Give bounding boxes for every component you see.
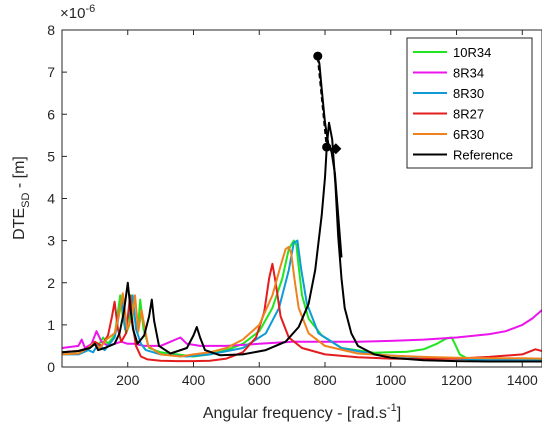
legend-label-0: 10R34 xyxy=(453,45,491,60)
series-lines xyxy=(61,57,542,363)
reference-jump-dashed xyxy=(316,57,328,148)
y-axis-label: DTESD - [m] xyxy=(11,156,32,240)
legend-label-2: 8R30 xyxy=(453,86,484,101)
x-axis-label: Angular frequency - [rad.s-1] xyxy=(203,402,401,422)
legend-label-5: Reference xyxy=(453,148,513,163)
y-tick-label-0: 0 xyxy=(47,359,55,375)
y-tick-label-8: 8 xyxy=(47,22,55,38)
x-tick-label-6: 1400 xyxy=(507,372,538,388)
y-tick-label-3: 3 xyxy=(47,233,55,249)
y-tick-label-6: 6 xyxy=(47,106,55,122)
x-tick-label-5: 1200 xyxy=(441,372,472,388)
y-tick-label-1: 1 xyxy=(47,317,55,333)
marker-circle-0 xyxy=(313,51,323,61)
legend: 10R34 8R34 8R30 8R27 6R30 Reference xyxy=(406,37,533,169)
axis-ticks: 200 400 600 800 1000 1200 1400 0 1 2 3 4 5 6 7 8 xyxy=(47,22,538,388)
x-tick-label-1: 400 xyxy=(182,372,206,388)
x-tick-label-0: 200 xyxy=(116,372,140,388)
y-tick-label-4: 4 xyxy=(47,191,55,207)
legend-label-1: 8R34 xyxy=(453,66,484,81)
legend-box xyxy=(406,37,533,169)
legend-label-3: 8R27 xyxy=(453,107,484,122)
y-tick-label-2: 2 xyxy=(47,275,55,291)
series-line-5 xyxy=(61,121,542,363)
y-exponent: ×10-6 xyxy=(60,3,95,22)
y-tick-label-7: 7 xyxy=(47,64,55,80)
marker-diamond-2 xyxy=(330,143,342,155)
series-markers xyxy=(313,51,342,155)
series-line-1 xyxy=(61,309,542,349)
series-line-3 xyxy=(61,262,542,363)
x-tick-label-2: 600 xyxy=(248,372,272,388)
x-tick-label-4: 1000 xyxy=(375,372,406,388)
legend-label-4: 6R30 xyxy=(453,127,484,142)
x-tick-label-3: 800 xyxy=(313,372,337,388)
marker-circle-1 xyxy=(322,142,332,152)
y-tick-label-5: 5 xyxy=(47,148,55,164)
